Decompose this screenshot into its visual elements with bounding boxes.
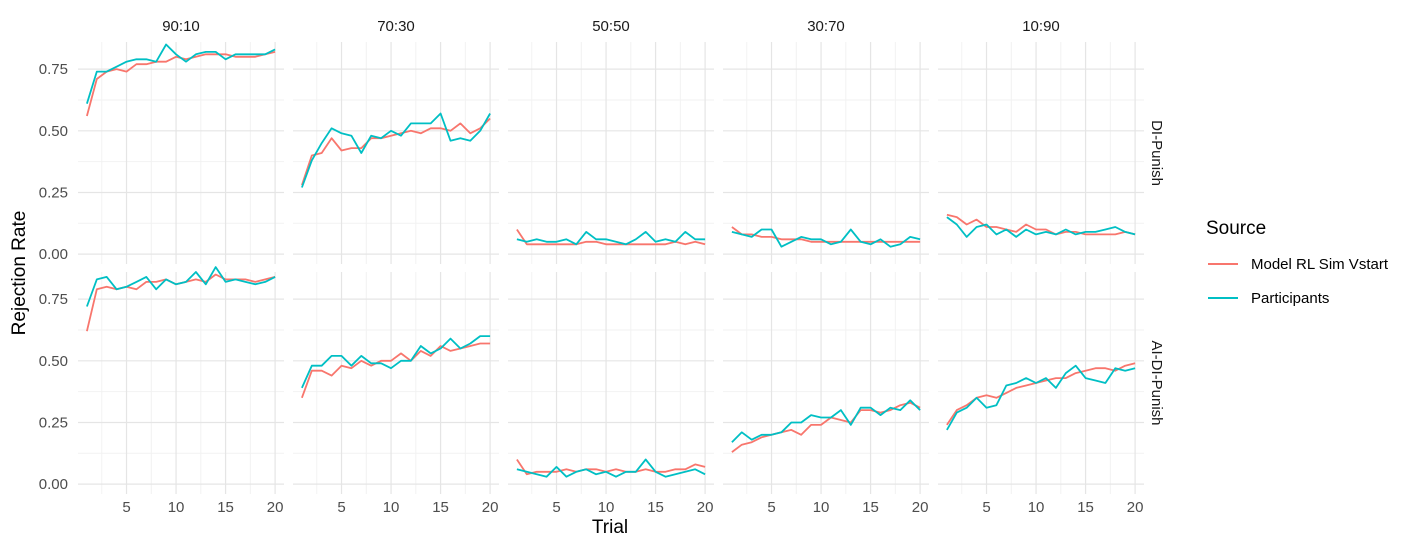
y-tick-label: 0.00 bbox=[39, 246, 68, 263]
legend: Source Model RL Sim Vstart Participants bbox=[1206, 218, 1389, 307]
series-line-participants bbox=[516, 230, 706, 246]
facet-row-label: AI-DI-Punish bbox=[1148, 340, 1165, 425]
y-tick-label: 0.25 bbox=[39, 184, 68, 201]
panel-di-punish-10-90 bbox=[938, 42, 1144, 264]
series-line-model-rl-sim-vstart bbox=[731, 226, 921, 243]
panel-di-punish-30-70 bbox=[723, 42, 929, 264]
panel-ai-di-punish-70-30 bbox=[293, 272, 499, 494]
series-line-participants bbox=[731, 399, 921, 443]
x-tick-label: 10 bbox=[813, 499, 830, 516]
panel-ai-di-punish-90-10 bbox=[78, 266, 284, 494]
x-tick-label: 20 bbox=[482, 499, 499, 516]
facet-column-label: 50:50 bbox=[592, 18, 630, 35]
legend-title: Source bbox=[1206, 218, 1266, 239]
x-tick-label: 15 bbox=[862, 499, 879, 516]
series-line-participants bbox=[86, 43, 276, 104]
facet-column-label: 70:30 bbox=[377, 18, 415, 35]
x-tick-label: 15 bbox=[1077, 499, 1094, 516]
series-line-model-rl-sim-vstart bbox=[516, 458, 706, 476]
y-tick-label: 0.75 bbox=[39, 61, 68, 78]
panel-ai-di-punish-50-50 bbox=[508, 272, 714, 494]
y-tick-label: 0.25 bbox=[39, 414, 68, 431]
series-line-model-rl-sim-vstart bbox=[301, 342, 491, 399]
series-line-model-rl-sim-vstart bbox=[946, 213, 1136, 236]
series-line-model-rl-sim-vstart bbox=[86, 51, 276, 117]
x-tick-label: 15 bbox=[432, 499, 449, 516]
legend-label-model: Model RL Sim Vstart bbox=[1251, 256, 1389, 273]
legend-label-participants: Participants bbox=[1251, 290, 1329, 307]
x-tick-label: 15 bbox=[217, 499, 234, 516]
y-axis-title: Rejection Rate bbox=[9, 211, 30, 336]
y-tick-label: 0.50 bbox=[39, 353, 68, 370]
panel-di-punish-50-50 bbox=[508, 42, 714, 264]
x-tick-label: 20 bbox=[267, 499, 284, 516]
x-axis-title: Trial bbox=[592, 517, 628, 538]
x-tick-label: 20 bbox=[697, 499, 714, 516]
x-tick-label: 5 bbox=[337, 499, 345, 516]
facet-column-label: 30:70 bbox=[807, 18, 845, 35]
series-line-participants bbox=[946, 216, 1136, 238]
x-tick-label: 5 bbox=[122, 499, 130, 516]
facet-row-label: DI-Punish bbox=[1148, 120, 1165, 186]
series-line-participants bbox=[731, 228, 921, 248]
series-line-model-rl-sim-vstart bbox=[731, 401, 921, 453]
series-line-participants bbox=[516, 458, 706, 478]
y-tick-label: 0.75 bbox=[39, 291, 68, 308]
series-line-model-rl-sim-vstart bbox=[301, 117, 491, 186]
panels-layer bbox=[78, 42, 1144, 494]
x-tick-label: 10 bbox=[598, 499, 615, 516]
labels-layer: 90:10 70:30 50:50 30:70 10:90 DI-Punish AI-DI-… bbox=[39, 18, 1165, 516]
panel-di-punish-90-10 bbox=[78, 42, 284, 264]
x-tick-label: 5 bbox=[767, 499, 775, 516]
x-tick-label: 5 bbox=[982, 499, 990, 516]
series-line-participants bbox=[86, 266, 276, 307]
x-tick-label: 20 bbox=[1127, 499, 1144, 516]
x-tick-label: 15 bbox=[647, 499, 664, 516]
facet-column-label: 90:10 bbox=[162, 18, 200, 35]
panel-di-punish-70-30 bbox=[293, 42, 499, 264]
series-line-participants bbox=[301, 335, 491, 389]
y-tick-label: 0.00 bbox=[39, 476, 68, 493]
series-line-model-rl-sim-vstart bbox=[946, 362, 1136, 426]
panel-ai-di-punish-30-70 bbox=[723, 272, 929, 494]
panel-ai-di-punish-10-90 bbox=[938, 272, 1144, 494]
y-tick-label: 0.50 bbox=[39, 123, 68, 140]
x-tick-label: 10 bbox=[1028, 499, 1045, 516]
x-tick-label: 20 bbox=[912, 499, 929, 516]
x-tick-label: 10 bbox=[168, 499, 185, 516]
series-line-participants bbox=[301, 112, 491, 188]
x-tick-label: 10 bbox=[383, 499, 400, 516]
facet-column-label: 10:90 bbox=[1022, 18, 1060, 35]
series-line-participants bbox=[946, 364, 1136, 431]
x-tick-label: 5 bbox=[552, 499, 560, 516]
